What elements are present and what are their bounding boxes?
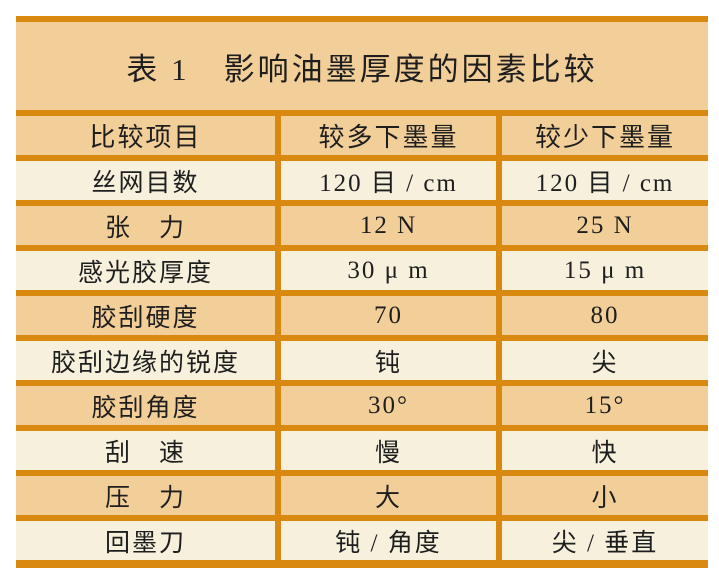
value-less-ink: 尖 / 垂直 [495,518,709,567]
value-more-ink: 钝 [275,338,499,386]
value-less-ink: 快 [495,428,709,476]
table-row: 胶刮硬度 70 80 [16,293,709,341]
value-less-ink: 15 μ m [495,248,709,296]
title-row: 表 1 影响油墨厚度的因素比较 [16,19,709,116]
value-more-ink: 钝 / 角度 [275,518,499,567]
value-more-ink: 120 目 / cm [275,158,499,206]
column-header-less-ink: 较少下墨量 [495,113,709,161]
value-more-ink: 30° [275,383,499,431]
value-less-ink: 小 [495,473,709,521]
value-less-ink: 80 [495,293,709,341]
row-label: 张 力 [16,203,278,251]
table-title: 表 1 影响油墨厚度的因素比较 [16,19,709,116]
table-row: 压 力 大 小 [16,473,709,521]
value-more-ink: 大 [275,473,499,521]
table-row: 张 力 12 N 25 N [16,203,709,251]
table-row: 回墨刀 钝 / 角度 尖 / 垂直 [16,518,709,567]
table-row: 丝网目数 120 目 / cm 120 目 / cm [16,158,709,206]
row-label: 丝网目数 [16,158,278,206]
value-more-ink: 70 [275,293,499,341]
value-more-ink: 慢 [275,428,499,476]
table-row: 胶刮角度 30° 15° [16,383,709,431]
table-row: 感光胶厚度 30 μ m 15 μ m [16,248,709,296]
column-header-more-ink: 较多下墨量 [275,113,499,161]
value-more-ink: 12 N [275,203,499,251]
ink-thickness-comparison-table: 表 1 影响油墨厚度的因素比较 比较项目 较多下墨量 较少下墨量 丝网目数 12… [16,16,709,568]
column-header-item: 比较项目 [16,113,278,161]
row-label: 回墨刀 [16,518,278,567]
header-row: 比较项目 较多下墨量 较少下墨量 [16,113,709,161]
row-label: 胶刮边缘的锐度 [16,338,278,386]
value-more-ink: 30 μ m [275,248,499,296]
value-less-ink: 120 目 / cm [495,158,709,206]
value-less-ink: 25 N [495,203,709,251]
row-label: 压 力 [16,473,278,521]
row-label: 胶刮硬度 [16,293,278,341]
value-less-ink: 15° [495,383,709,431]
table-row: 刮 速 慢 快 [16,428,709,476]
table-row: 胶刮边缘的锐度 钝 尖 [16,338,709,386]
row-label: 感光胶厚度 [16,248,278,296]
row-label: 刮 速 [16,428,278,476]
value-less-ink: 尖 [495,338,709,386]
row-label: 胶刮角度 [16,383,278,431]
